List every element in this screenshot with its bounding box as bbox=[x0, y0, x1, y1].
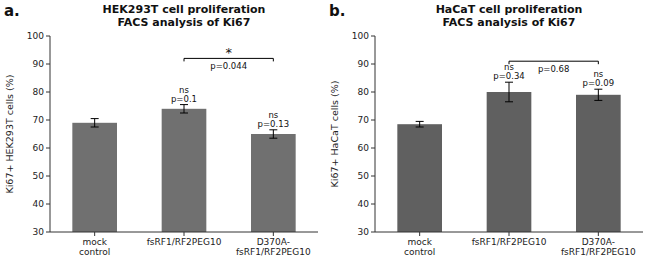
x-tick bbox=[184, 232, 185, 236]
x-tick bbox=[509, 232, 510, 236]
x-tick bbox=[419, 232, 420, 236]
panel: 30 40 50 60 70 80 90 100 mockcontrol fsRF1/RF2PEG… bbox=[329, 2, 643, 263]
y-tick bbox=[46, 120, 50, 121]
y-tick-label: 100 bbox=[352, 31, 369, 41]
text-line: fsRF1/RF2PEG10 bbox=[236, 247, 311, 257]
bar bbox=[397, 124, 442, 232]
x-tick-label: D370A-fsRF1/RF2PEG10 bbox=[236, 237, 311, 257]
plot-area bbox=[72, 105, 295, 232]
y-tick-label: 100 bbox=[27, 31, 44, 41]
text-line: mock bbox=[407, 237, 432, 247]
text-line: fsRF1/RF2PEG10 bbox=[561, 247, 636, 257]
y-tick-label: 60 bbox=[358, 143, 370, 153]
y-tick-label: 40 bbox=[358, 199, 370, 209]
y-tick-label: 40 bbox=[33, 199, 45, 209]
title: HEK293T cell proliferationFACS analysis … bbox=[103, 3, 266, 29]
y-tick-label: 90 bbox=[358, 59, 370, 69]
y-tick-label: 90 bbox=[33, 59, 45, 69]
x-tick bbox=[94, 232, 95, 236]
y-tick bbox=[46, 92, 50, 93]
panel: 30 40 50 60 70 80 90 100 mockcontrol fsRF1/RF2PEG… bbox=[4, 2, 318, 263]
bar bbox=[251, 134, 296, 232]
text-line: HEK293T cell proliferation bbox=[103, 3, 266, 16]
panel-label: a. bbox=[4, 2, 20, 20]
y-axis-label: Ki67+ HaCaT cells (%) bbox=[329, 81, 340, 188]
text-line: fsRF1/RF2PEG10 bbox=[147, 237, 222, 247]
y-tick bbox=[371, 204, 375, 205]
y-tick bbox=[46, 176, 50, 177]
error-bar bbox=[505, 82, 513, 102]
y-tick bbox=[46, 232, 50, 233]
text-line: control bbox=[404, 247, 435, 257]
x-tick-label: D370A-fsRF1/RF2PEG10 bbox=[561, 237, 636, 257]
y-tick-label: 50 bbox=[33, 171, 45, 181]
text-line: FACS analysis of Ki67 bbox=[443, 16, 576, 29]
y-tick bbox=[46, 36, 50, 37]
y-tick-label: 50 bbox=[358, 171, 370, 181]
y-tick bbox=[371, 232, 375, 233]
y-tick-label: 80 bbox=[358, 87, 370, 97]
text-line: control bbox=[79, 247, 110, 257]
figure: 30405060708090100mockcontrolfsRF1/RF2PEG… bbox=[0, 0, 650, 263]
annotation: p=0.13 bbox=[258, 119, 289, 129]
panel-label: b. bbox=[329, 2, 345, 20]
y-tick-label: 80 bbox=[33, 87, 45, 97]
y-tick-label: 30 bbox=[33, 227, 45, 237]
bar bbox=[72, 123, 117, 232]
bracket-label: p=0.044 bbox=[210, 61, 247, 71]
text-line: fsRF1/RF2PEG10 bbox=[472, 237, 547, 247]
bar bbox=[487, 92, 532, 232]
error-bar bbox=[269, 130, 277, 138]
error-bar bbox=[416, 121, 424, 127]
text-line: HaCaT cell proliferation bbox=[436, 3, 583, 16]
error-bar bbox=[91, 119, 99, 127]
y-axis-label: Ki67+ HEK293T cells (%) bbox=[4, 74, 15, 193]
y-tick bbox=[371, 36, 375, 37]
annotation: p=0.09 bbox=[583, 78, 614, 88]
y-tick bbox=[371, 64, 375, 65]
bar bbox=[576, 95, 621, 232]
y-tick bbox=[46, 148, 50, 149]
y-tick bbox=[46, 204, 50, 205]
y-tick bbox=[371, 176, 375, 177]
annotation: p=0.1 bbox=[171, 94, 197, 104]
plot-area bbox=[397, 82, 620, 232]
y-axis bbox=[50, 36, 51, 232]
y-tick-label: 70 bbox=[33, 115, 45, 125]
text-line: D370A- bbox=[257, 237, 290, 247]
x-tick-label: mockcontrol bbox=[79, 237, 110, 257]
y-tick bbox=[371, 148, 375, 149]
y-tick bbox=[46, 64, 50, 65]
y-tick-label: 70 bbox=[358, 115, 370, 125]
x-tick-label: fsRF1/RF2PEG10 bbox=[472, 237, 547, 247]
y-tick bbox=[371, 120, 375, 121]
bar bbox=[162, 109, 207, 232]
x-tick-label: fsRF1/RF2PEG10 bbox=[147, 237, 222, 247]
error-bar bbox=[180, 105, 188, 113]
text-line: mock bbox=[82, 237, 107, 247]
y-tick-label: 30 bbox=[358, 227, 370, 237]
y-tick bbox=[371, 92, 375, 93]
x-tick bbox=[273, 232, 274, 236]
x-tick-label: mockcontrol bbox=[404, 237, 435, 257]
y-axis bbox=[375, 36, 376, 232]
x-tick bbox=[598, 232, 599, 236]
bracket-star: * bbox=[225, 45, 232, 60]
error-bar bbox=[594, 89, 602, 100]
bracket-label: p=0.68 bbox=[538, 64, 569, 74]
title: HaCaT cell proliferationFACS analysis of… bbox=[436, 3, 583, 29]
y-tick-label: 60 bbox=[33, 143, 45, 153]
text-line: FACS analysis of Ki67 bbox=[118, 16, 251, 29]
annotation: p=0.34 bbox=[493, 71, 524, 81]
text-line: D370A- bbox=[582, 237, 615, 247]
